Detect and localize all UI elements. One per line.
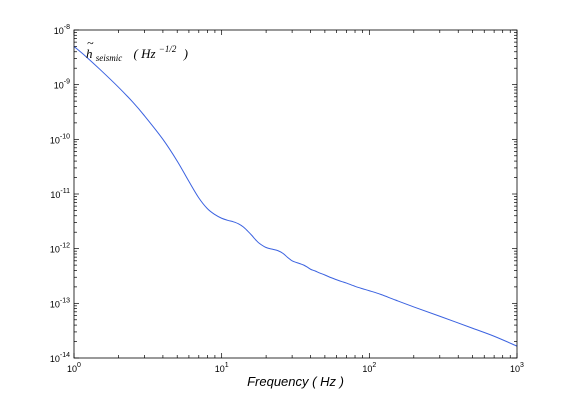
y-tick-label: 10-10 [50, 133, 70, 145]
axis-ticks [73, 29, 518, 359]
curve-annotation: h seismic ( Hz −1/2 ) ~ [86, 36, 188, 64]
y-tick-label: 10-12 [50, 243, 70, 255]
tick-labels: 100 101 102 103 10-14 10-13 10-12 10-11 10-10 10-… [50, 24, 524, 374]
x-tick-label: 100 [67, 362, 81, 374]
y-tick-label: 10-9 [54, 79, 70, 91]
annotation-unit-close: ) [183, 46, 188, 61]
annotation-symbol: h [86, 46, 93, 61]
x-tick-label: 103 [510, 362, 524, 374]
plot-frame [73, 29, 518, 359]
annotation-subscript: seismic [96, 53, 123, 63]
y-tick-label: 10-11 [50, 188, 70, 200]
y-tick-label: 10-14 [50, 352, 70, 364]
y-tick-label: 10-13 [50, 297, 70, 309]
svg-text:h seismic (: h seismic ( Hz −1/2 ) [86, 40, 188, 64]
y-tick-label: 10-8 [54, 24, 70, 36]
annotation-unit-exp: −1/2 [159, 44, 177, 54]
annotation-unit-base: Hz [140, 46, 155, 61]
series-line [73, 46, 518, 347]
annotation-accent: ~ [87, 36, 94, 50]
x-tick-label: 102 [362, 362, 376, 374]
x-tick-label: 101 [215, 362, 229, 374]
x-axis-label: Frequency ( Hz ) [247, 374, 344, 389]
annotation-unit-open: ( [134, 46, 139, 61]
plot-background [74, 30, 517, 358]
